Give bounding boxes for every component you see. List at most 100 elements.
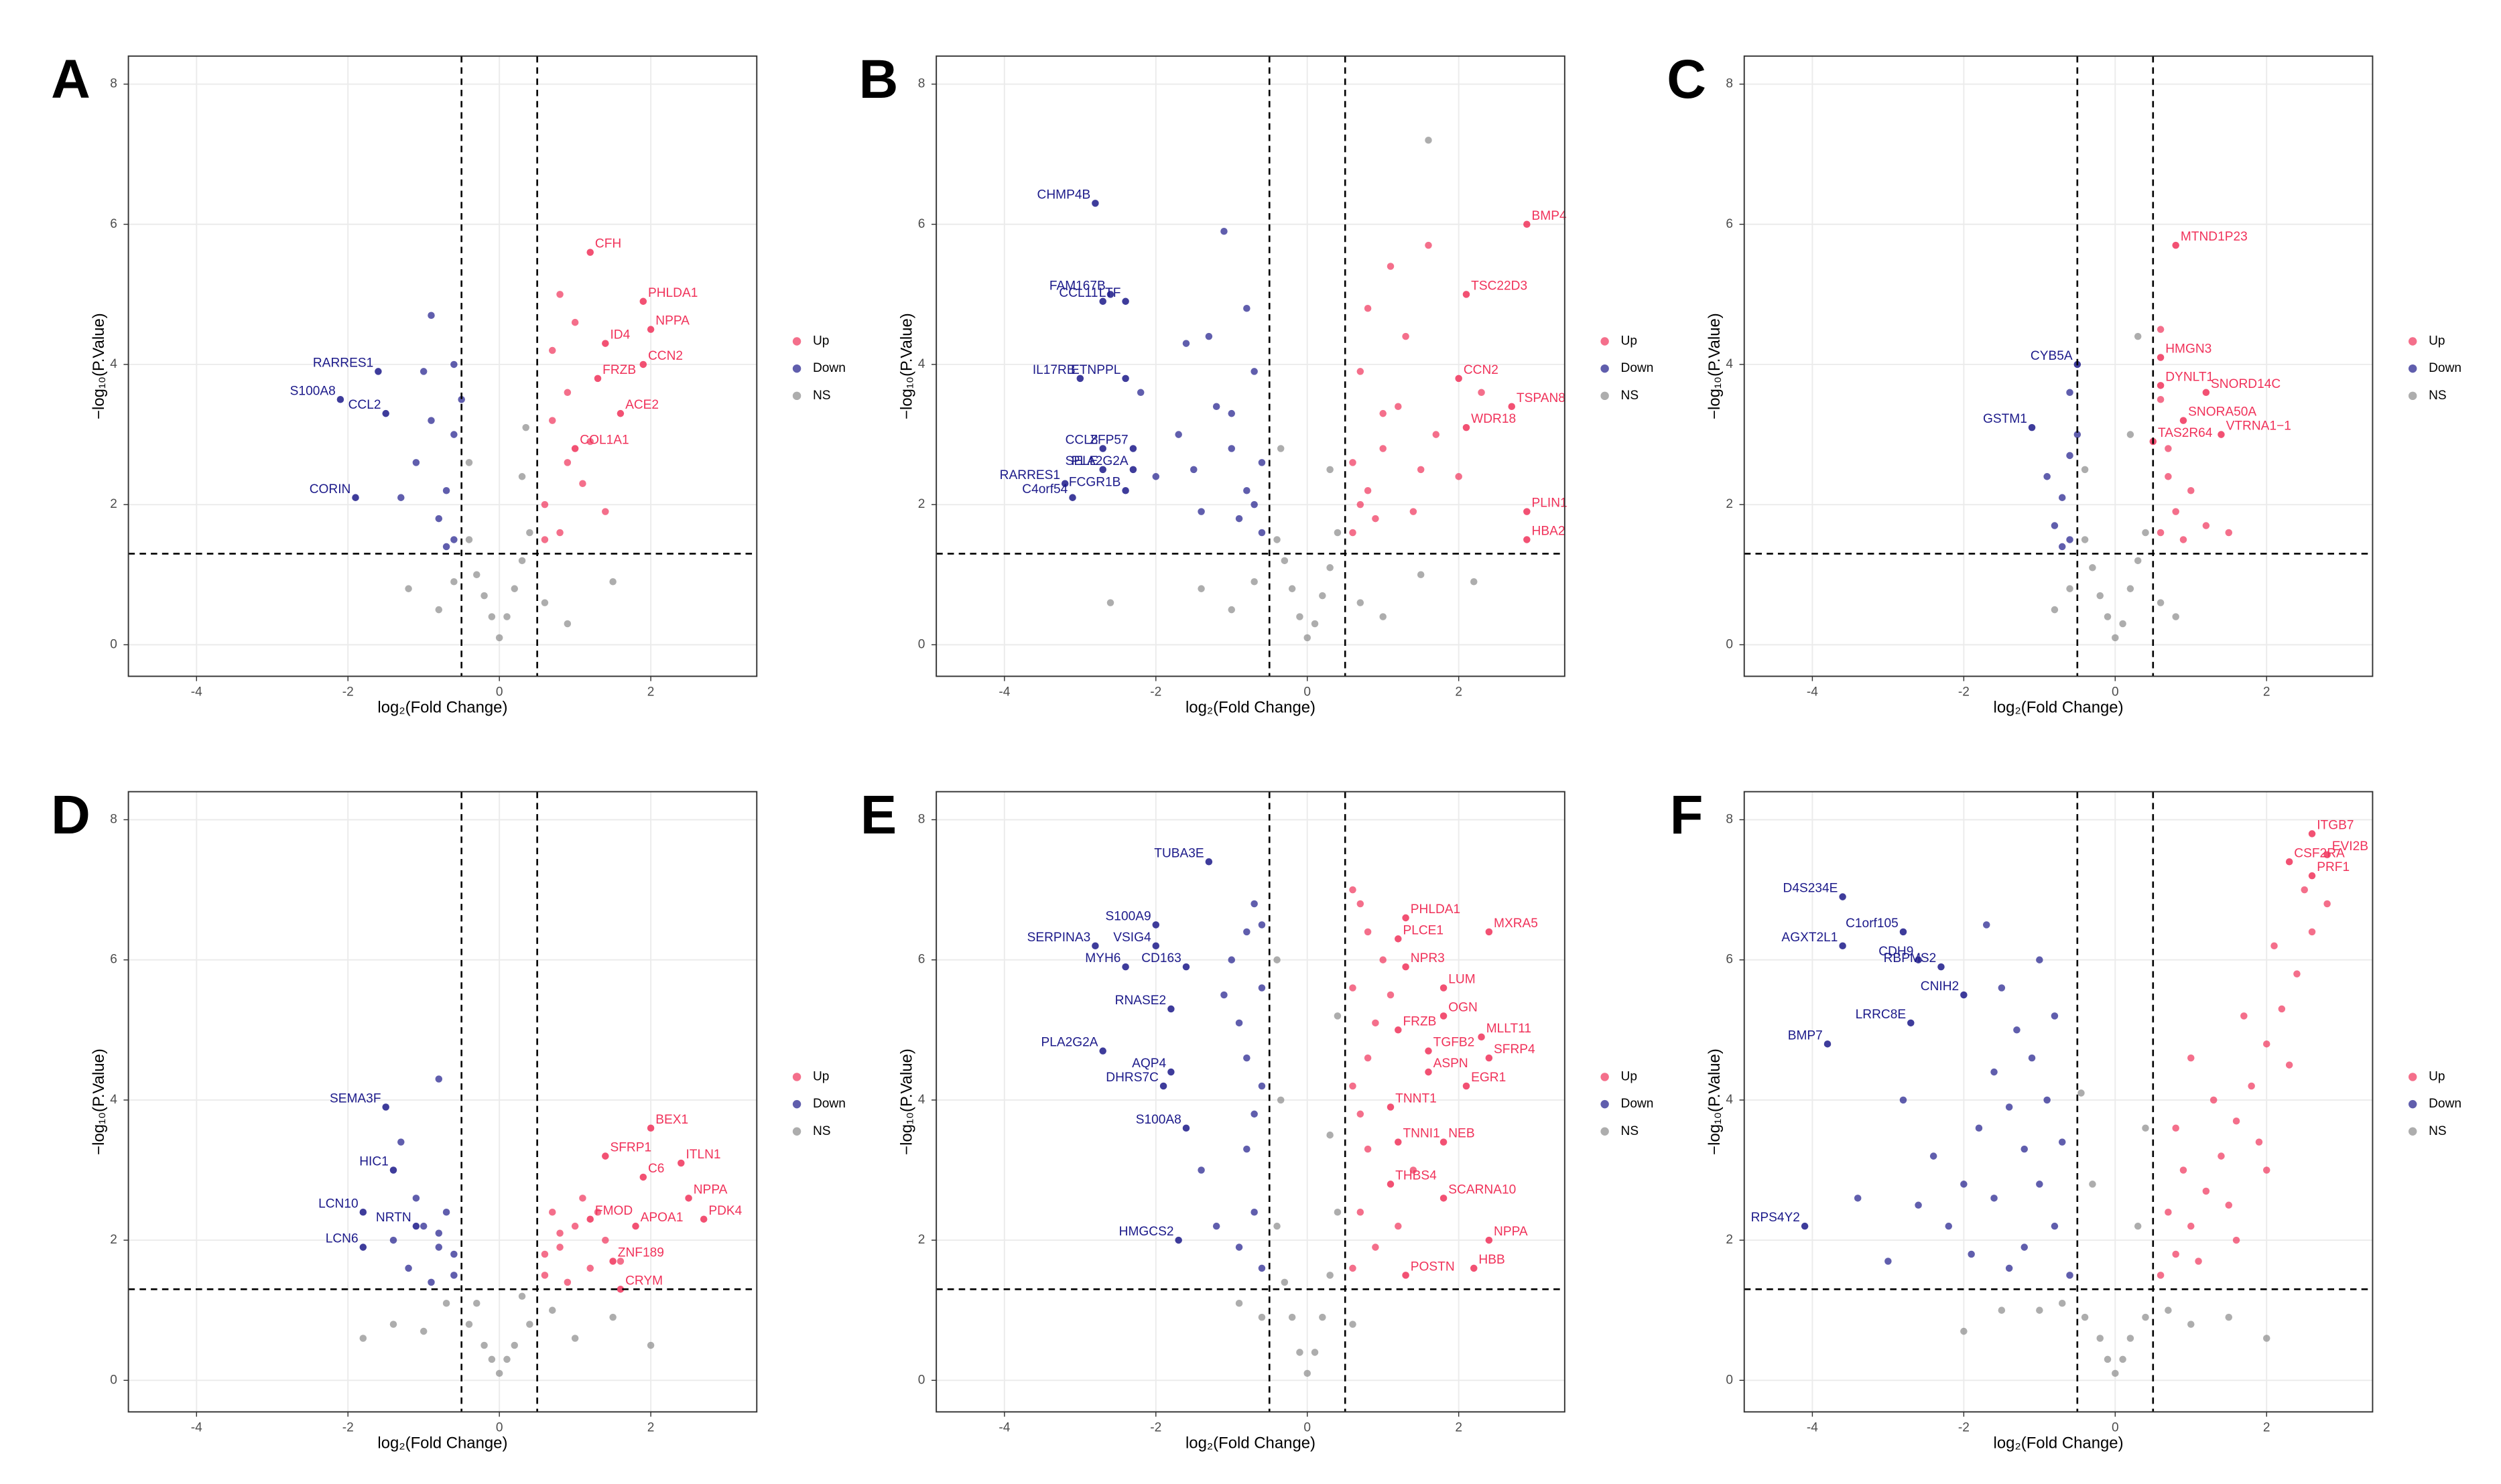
point: [2066, 389, 2073, 397]
point: [428, 312, 435, 320]
point: [564, 1278, 572, 1286]
labeled-point: [375, 368, 382, 375]
gene-label: MLLT11: [1486, 1022, 1531, 1036]
point: [571, 1222, 579, 1230]
legend-swatch: [1600, 1073, 1609, 1081]
gene-label: CCL11: [1059, 286, 1098, 300]
labeled-point: [617, 1286, 625, 1293]
point: [518, 557, 526, 565]
point: [1326, 1131, 1334, 1139]
labeled-point: [1439, 1138, 1448, 1146]
point: [556, 529, 564, 537]
x-tick-label: 0: [496, 1420, 503, 1434]
gene-label: THBS4: [1395, 1168, 1437, 1183]
point: [428, 417, 435, 424]
legend-swatch: [1600, 1099, 1609, 1109]
point: [1250, 900, 1258, 908]
labeled-point: [359, 1243, 367, 1251]
point: [609, 1313, 617, 1321]
point: [1106, 599, 1114, 606]
panel-letter: B: [859, 49, 899, 110]
point: [1990, 1195, 1998, 1202]
point: [1273, 536, 1281, 543]
point: [1998, 984, 2006, 992]
point: [1432, 431, 1440, 438]
labeled-point: [1395, 1026, 1402, 1034]
point: [2058, 543, 2066, 551]
point: [480, 1341, 488, 1349]
legend-swatch: [1600, 391, 1609, 401]
labeled-point: [586, 249, 594, 256]
point: [571, 318, 579, 326]
x-tick-label: 0: [496, 685, 503, 699]
labeled-point: [647, 1124, 655, 1132]
point: [1190, 466, 1198, 474]
labeled-point: [336, 395, 344, 403]
gene-label: HMGCS2: [1119, 1225, 1174, 1239]
point: [2104, 613, 2112, 620]
plot-background: [936, 791, 1565, 1412]
point: [1334, 1208, 1342, 1216]
gene-label: NPR3: [1411, 951, 1445, 965]
point: [465, 1321, 473, 1328]
gene-label: MYH6: [1085, 951, 1120, 965]
point: [1250, 368, 1258, 375]
labeled-point: [639, 360, 647, 368]
point: [2157, 529, 2165, 537]
labeled-point: [2308, 872, 2316, 880]
gene-label: BMP4: [1532, 209, 1567, 223]
labeled-point: [2157, 354, 2165, 361]
labeled-point: [389, 1166, 397, 1174]
point: [2058, 1138, 2066, 1146]
gene-label: AQP4: [1132, 1057, 1166, 1071]
point: [1884, 1258, 1892, 1265]
y-axis-label: −log₁₀(P.Value): [897, 313, 915, 419]
labeled-point: [1122, 375, 1129, 383]
gene-label: ZFP57: [1090, 433, 1128, 448]
point: [1334, 1012, 1342, 1020]
point: [1235, 1019, 1243, 1027]
point: [2270, 942, 2278, 950]
legend-swatch: [2408, 1099, 2417, 1109]
gene-label: HBB: [1478, 1253, 1504, 1267]
y-tick-label: 4: [110, 357, 117, 371]
labeled-point: [1462, 423, 1470, 431]
point: [564, 459, 572, 466]
labeled-point: [1402, 1272, 1409, 1279]
labeled-point: [2218, 431, 2225, 438]
point: [2232, 1236, 2240, 1244]
point: [1960, 1181, 1968, 1188]
point: [541, 599, 549, 606]
gene-label: C1orf105: [1846, 917, 1899, 931]
point: [2043, 473, 2051, 480]
gene-label: D4S234E: [1783, 882, 1838, 896]
x-axis-label: log₂(Fold Change): [377, 699, 507, 717]
point: [1243, 928, 1250, 936]
point: [1198, 585, 1205, 592]
labeled-point: [1508, 403, 1516, 410]
gene-label: AGXT2L1: [1781, 931, 1838, 945]
point: [579, 480, 586, 488]
gene-label: ITGB7: [2317, 818, 2354, 832]
point: [511, 585, 519, 592]
point: [1409, 508, 1417, 515]
point: [2126, 585, 2134, 592]
legend-swatch: [792, 1099, 801, 1109]
labeled-point: [1485, 928, 1493, 936]
gene-label: ASPN: [1433, 1057, 1468, 1071]
labeled-point: [1523, 536, 1531, 543]
point: [503, 613, 511, 620]
gene-label: VSIG4: [1113, 931, 1151, 945]
gene-label: CYB5A: [2031, 349, 2073, 363]
point: [1198, 1166, 1205, 1174]
point: [1349, 1321, 1356, 1328]
y-tick-label: 0: [110, 1373, 117, 1387]
point: [1379, 956, 1387, 963]
labeled-point: [1122, 486, 1129, 494]
legend-swatch: [2408, 337, 2417, 346]
x-tick-label: -2: [342, 1420, 354, 1434]
gene-label: PHLDA1: [648, 286, 698, 300]
x-axis-label: log₂(Fold Change): [1994, 699, 2124, 717]
point: [2187, 1222, 2195, 1230]
point: [2036, 956, 2043, 963]
